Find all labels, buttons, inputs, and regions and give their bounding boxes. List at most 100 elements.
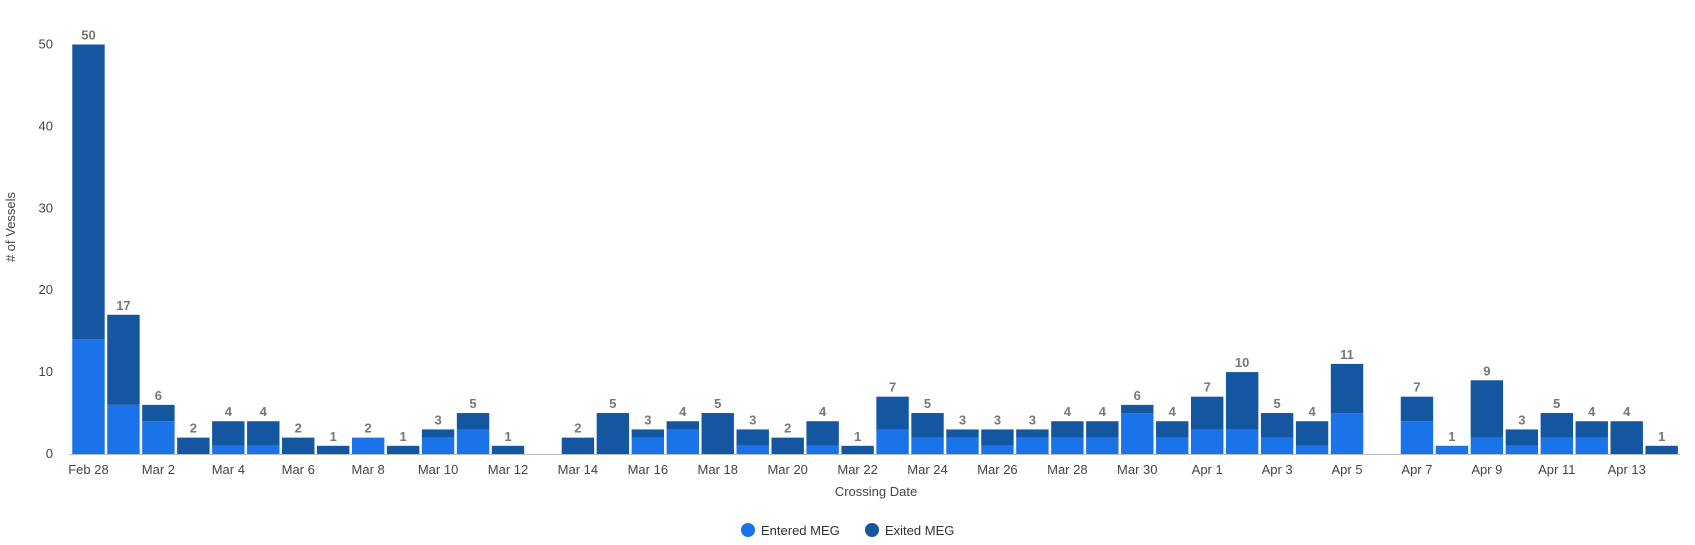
bar-entered[interactable] [1225, 429, 1259, 454]
bar-entered[interactable] [1121, 413, 1154, 454]
bar-exited[interactable] [1610, 421, 1643, 454]
bar-entered[interactable] [1295, 445, 1329, 454]
bar-exited[interactable] [1575, 421, 1608, 438]
bar-exited[interactable] [1156, 421, 1189, 438]
bar-entered[interactable] [1191, 429, 1224, 454]
x-tick-label: Mar 8 [352, 462, 385, 477]
x-tick-label: Mar 2 [142, 462, 175, 477]
bar-exited[interactable] [1121, 404, 1154, 414]
bar-exited[interactable] [666, 421, 699, 430]
bar-total-label: 1 [1658, 429, 1665, 444]
bar-total-label: 4 [260, 404, 268, 419]
bar-total-label: 17 [116, 298, 130, 313]
bar-total-label: 5 [609, 396, 616, 411]
bar-exited[interactable] [1086, 421, 1119, 438]
bar-entered[interactable] [72, 339, 105, 454]
bar-entered[interactable] [1575, 437, 1608, 454]
bar-entered[interactable] [666, 429, 699, 454]
bar-total-label: 4 [1588, 404, 1596, 419]
bar-exited[interactable] [561, 437, 595, 454]
bar-exited[interactable] [282, 437, 315, 454]
bar-entered[interactable] [1400, 421, 1434, 454]
bar-entered[interactable] [1016, 437, 1049, 454]
x-tick-label: Apr 9 [1471, 462, 1502, 477]
bar-entered[interactable] [876, 429, 909, 454]
bar-entered[interactable] [1505, 445, 1539, 454]
bar-total-label: 4 [1099, 404, 1107, 419]
x-tick-label: Mar 18 [698, 462, 738, 477]
bar-entered[interactable] [1260, 437, 1294, 454]
legend-item-entered[interactable]: Entered MEG [741, 523, 840, 538]
bar-exited[interactable] [177, 437, 210, 454]
bar-exited[interactable] [317, 445, 350, 454]
bar-exited[interactable] [1505, 429, 1539, 446]
bar-exited[interactable] [386, 445, 420, 454]
bar-entered[interactable] [736, 445, 769, 454]
bar-exited[interactable] [1225, 372, 1259, 430]
bar-exited[interactable] [491, 445, 525, 454]
x-tick-label: Mar 4 [212, 462, 245, 477]
bar-exited[interactable] [107, 314, 140, 405]
legend-item-exited[interactable]: Exited MEG [865, 523, 954, 538]
bar-exited[interactable] [631, 429, 665, 438]
bar-entered[interactable] [1330, 413, 1364, 454]
bar-total-label: 2 [295, 421, 302, 436]
bar-total-label: 4 [1308, 404, 1316, 419]
legend-swatch-exited [865, 523, 879, 537]
bar-entered[interactable] [631, 437, 665, 454]
bar-entered[interactable] [1086, 437, 1119, 454]
bar-exited[interactable] [456, 413, 490, 430]
bar-entered[interactable] [1540, 437, 1573, 454]
bar-exited[interactable] [1016, 429, 1049, 438]
bar-exited[interactable] [841, 445, 874, 454]
bar-exited[interactable] [142, 404, 175, 422]
bar-total-label: 50 [81, 28, 95, 43]
bar-exited[interactable] [806, 421, 839, 446]
bar-total-label: 4 [1623, 404, 1631, 419]
bar-entered[interactable] [247, 445, 280, 454]
bar-exited[interactable] [72, 44, 105, 340]
bar-exited[interactable] [946, 429, 979, 438]
bar-entered[interactable] [456, 429, 490, 454]
bar-exited[interactable] [421, 429, 455, 438]
bar-exited[interactable] [771, 437, 804, 454]
bar-exited[interactable] [1470, 380, 1504, 438]
bar-exited[interactable] [911, 413, 944, 438]
bar-exited[interactable] [736, 429, 769, 446]
bar-exited[interactable] [1645, 445, 1678, 454]
bar-entered[interactable] [946, 437, 979, 454]
bar-exited[interactable] [1051, 421, 1084, 438]
bar-exited[interactable] [981, 429, 1014, 446]
bar-entered[interactable] [1435, 445, 1469, 454]
bar-total-label: 4 [1064, 404, 1072, 419]
bar-entered[interactable] [351, 437, 385, 454]
bar-exited[interactable] [1295, 421, 1329, 446]
bar-exited[interactable] [247, 421, 280, 446]
x-tick-label: Mar 20 [767, 462, 807, 477]
bar-exited[interactable] [1540, 413, 1573, 438]
bar-exited[interactable] [1260, 413, 1294, 438]
bar-exited[interactable] [701, 413, 734, 454]
bar-exited[interactable] [1330, 363, 1364, 414]
x-tick-label: Mar 26 [977, 462, 1017, 477]
bar-entered[interactable] [107, 404, 140, 454]
bar-entered[interactable] [1156, 437, 1189, 454]
x-tick-label: Mar 12 [488, 462, 528, 477]
bar-total-label: 6 [155, 388, 162, 403]
bar-exited[interactable] [596, 413, 630, 454]
bar-exited[interactable] [876, 396, 909, 430]
bar-entered[interactable] [1470, 437, 1504, 454]
x-tick-label: Mar 14 [558, 462, 598, 477]
bar-entered[interactable] [142, 421, 175, 454]
bar-entered[interactable] [421, 437, 455, 454]
bar-total-label: 4 [679, 404, 687, 419]
bar-entered[interactable] [911, 437, 944, 454]
bar-entered[interactable] [1051, 437, 1084, 454]
bar-entered[interactable] [212, 445, 245, 454]
bar-entered[interactable] [981, 445, 1014, 454]
bar-exited[interactable] [1400, 396, 1434, 422]
bar-total-label: 7 [1413, 380, 1420, 395]
bar-exited[interactable] [1191, 396, 1224, 430]
bar-exited[interactable] [212, 421, 245, 446]
bar-entered[interactable] [806, 445, 839, 454]
